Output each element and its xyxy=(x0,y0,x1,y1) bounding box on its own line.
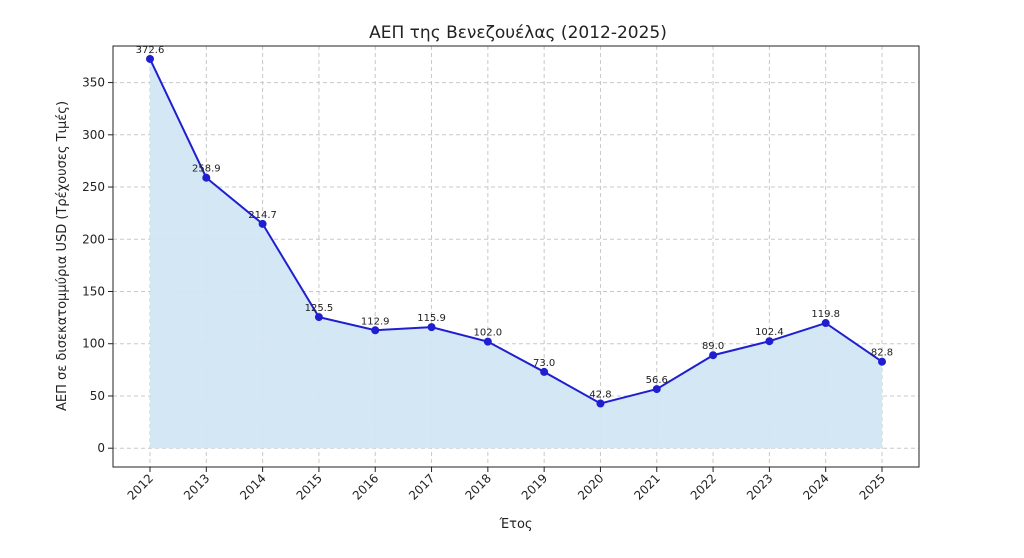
x-tick-label: 2017 xyxy=(406,471,437,502)
data-label: 125.5 xyxy=(305,303,334,314)
x-tick-label: 2016 xyxy=(350,471,381,502)
data-label: 258.9 xyxy=(192,164,221,175)
data-point xyxy=(878,357,886,366)
y-tick-label: 150 xyxy=(82,284,105,298)
y-tick-label: 350 xyxy=(82,76,105,90)
data-label: 102.0 xyxy=(474,328,503,339)
data-label: 82.8 xyxy=(871,348,893,359)
x-tick-label: 2025 xyxy=(857,471,888,502)
series-line xyxy=(149,58,883,405)
y-tick-label: 200 xyxy=(82,232,105,246)
data-label: 119.8 xyxy=(811,309,840,320)
x-tick-label: 2015 xyxy=(294,471,325,502)
y-tick-label: 0 xyxy=(97,441,105,455)
data-point xyxy=(146,54,154,63)
data-label: 102.4 xyxy=(755,327,784,338)
x-tick-label: 2021 xyxy=(631,471,662,502)
data-label: 89.0 xyxy=(702,341,724,352)
x-tick-label: 2024 xyxy=(800,471,831,502)
data-point xyxy=(596,399,605,408)
y-axis-title: ΑΕΠ σε δισεκατομμύρια USD (Τρέχουσες Τιμ… xyxy=(55,101,70,411)
data-label: 42.8 xyxy=(589,389,611,400)
y-tick-label: 300 xyxy=(82,128,105,142)
data-label: 372.6 xyxy=(136,45,165,56)
data-label: 56.6 xyxy=(646,375,668,386)
x-tick-label: 2023 xyxy=(744,471,775,502)
data-point xyxy=(371,326,380,335)
data-label: 73.0 xyxy=(533,358,555,369)
data-point xyxy=(709,351,718,360)
chart-title: ΑΕΠ της Βενεζουέλας (2012-2025) xyxy=(369,23,667,43)
y-tick-label: 100 xyxy=(82,337,105,351)
x-tick-label: 2013 xyxy=(181,471,212,502)
data-point xyxy=(314,313,323,322)
x-tick-label: 2020 xyxy=(575,471,606,502)
data-point xyxy=(258,219,267,228)
y-tick-label: 50 xyxy=(90,389,105,403)
area-layer xyxy=(150,58,882,449)
data-label: 115.9 xyxy=(417,313,446,324)
area-fill xyxy=(150,58,882,449)
data-point xyxy=(427,323,436,332)
data-label: 112.9 xyxy=(361,316,390,327)
y-tick-label: 250 xyxy=(82,180,105,194)
x-tick-label: 2022 xyxy=(688,471,719,502)
x-tick-label: 2018 xyxy=(462,471,493,502)
plot-frame xyxy=(112,45,920,468)
line-layer xyxy=(149,58,883,405)
x-tick-label: 2012 xyxy=(125,471,156,502)
label-layer: 372.6 258.9 214.7 125.5 112.9 115.9 102.0 73.0 4… xyxy=(136,45,893,401)
data-point xyxy=(765,337,774,346)
data-label: 214.7 xyxy=(248,210,277,221)
data-point xyxy=(540,367,549,376)
x-tick-label: 2014 xyxy=(237,471,268,502)
data-point xyxy=(821,319,830,328)
data-point xyxy=(652,385,661,394)
x-axis-title: Έτος xyxy=(498,517,532,532)
x-tick-label: 2019 xyxy=(519,471,550,502)
marker-layer xyxy=(146,54,886,408)
data-point xyxy=(483,337,492,346)
data-point xyxy=(202,173,211,182)
